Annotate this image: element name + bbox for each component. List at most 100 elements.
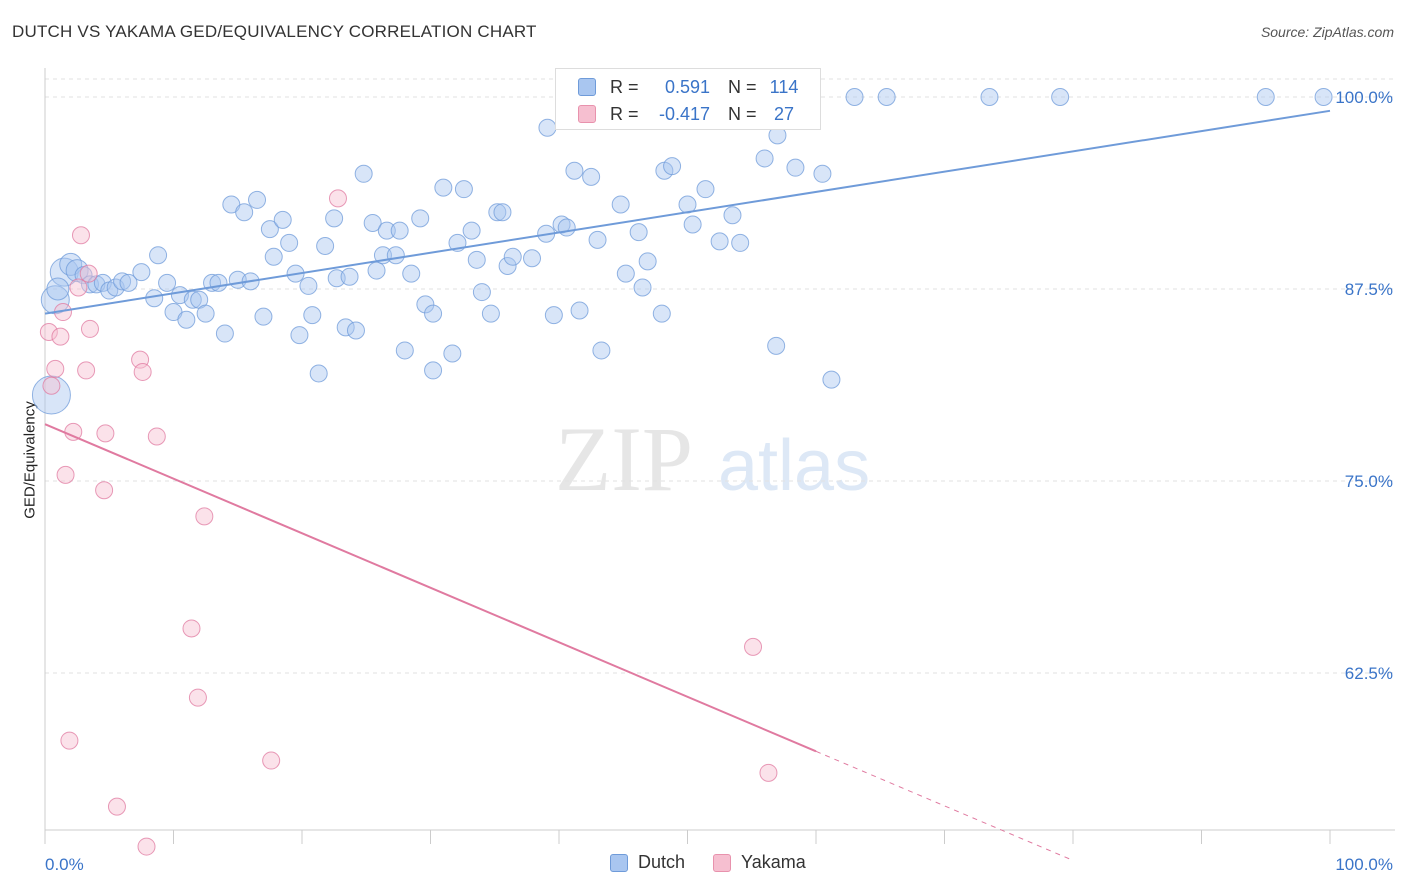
data-point	[188, 688, 207, 707]
data-point	[683, 215, 702, 234]
data-point	[327, 269, 346, 288]
data-point	[309, 364, 328, 383]
data-point	[565, 161, 584, 180]
stats-legend: R = 0.591 N = 114 R = -0.417 N = 27	[555, 68, 821, 130]
data-point	[696, 180, 715, 199]
data-point	[195, 507, 214, 526]
data-point	[731, 233, 750, 252]
data-point	[56, 465, 75, 484]
data-point	[443, 344, 462, 363]
y-tick-label: 75.0%	[1345, 472, 1393, 491]
data-point	[280, 233, 299, 252]
y-tick-label: 100.0%	[1335, 88, 1393, 107]
trend-line	[44, 423, 817, 753]
trend-line	[44, 109, 1331, 315]
data-point	[95, 481, 114, 500]
stats-n-label: N =	[728, 76, 757, 97]
data-point	[980, 88, 999, 106]
data-point	[336, 318, 355, 337]
data-point	[652, 304, 671, 323]
data-point	[299, 276, 318, 295]
data-point	[46, 359, 65, 378]
data-point	[467, 250, 486, 269]
x-tick-label: 100.0%	[1335, 855, 1393, 874]
data-point	[557, 218, 576, 237]
data-point	[77, 361, 96, 380]
data-point	[454, 180, 473, 199]
data-point	[354, 164, 373, 183]
data-point	[147, 427, 166, 446]
data-point	[262, 751, 281, 770]
data-point	[215, 324, 234, 343]
legend-swatch-dutch	[610, 853, 628, 872]
data-point	[544, 306, 563, 325]
data-point	[390, 221, 409, 240]
data-point	[273, 210, 292, 229]
data-point	[113, 272, 132, 291]
data-point	[845, 88, 864, 106]
data-point	[710, 232, 729, 251]
data-point	[363, 213, 382, 232]
data-point	[96, 424, 115, 443]
stats-row-dutch: R = 0.591 N = 114	[578, 74, 806, 100]
data-point	[570, 301, 589, 320]
data-point	[813, 164, 832, 183]
data-point	[759, 763, 778, 782]
stats-r-value: -0.417	[658, 103, 710, 124]
data-point	[386, 246, 405, 265]
legend-item-yakama[interactable]: Yakama	[713, 852, 806, 873]
chart-legend: Dutch Yakama	[610, 852, 834, 873]
data-point	[119, 273, 138, 292]
data-point	[158, 273, 177, 292]
data-point	[434, 178, 453, 197]
data-point	[290, 326, 309, 345]
data-point	[538, 118, 557, 137]
data-point	[325, 209, 344, 228]
data-point	[488, 203, 507, 222]
data-point	[80, 319, 99, 338]
data-point	[177, 310, 196, 329]
data-point	[723, 206, 742, 225]
data-point	[822, 370, 841, 389]
data-point	[39, 323, 58, 342]
data-point	[493, 203, 512, 222]
data-point	[42, 376, 61, 395]
stats-n-value: 27	[773, 103, 795, 124]
y-tick-label: 62.5%	[1345, 664, 1393, 683]
data-point	[254, 307, 273, 326]
data-point	[133, 362, 152, 381]
trend-line-extension	[815, 750, 1074, 861]
data-point	[79, 264, 98, 283]
data-point	[1256, 88, 1275, 106]
data-point	[209, 273, 228, 292]
data-point	[498, 256, 517, 275]
data-point	[611, 195, 630, 214]
data-point	[69, 278, 88, 297]
data-point	[402, 264, 421, 283]
stats-n-value: 114	[769, 76, 799, 97]
stats-r-label: R =	[610, 76, 639, 97]
data-point	[60, 731, 79, 750]
data-point	[582, 167, 601, 186]
data-point	[638, 252, 657, 271]
stats-r-label: R =	[610, 103, 639, 124]
data-point	[149, 246, 168, 265]
data-point	[328, 189, 347, 208]
data-point	[377, 221, 396, 240]
data-point	[592, 341, 611, 360]
data-point	[182, 619, 201, 638]
data-point	[755, 149, 774, 168]
x-tick-label: 0.0%	[45, 855, 84, 874]
data-point	[767, 336, 786, 355]
data-point	[395, 341, 414, 360]
data-point	[588, 230, 607, 249]
source-label: Source: ZipAtlas.com	[1260, 24, 1394, 40]
stats-swatch-yakama	[578, 105, 596, 123]
data-point	[786, 158, 805, 177]
data-point	[107, 797, 126, 816]
data-point	[196, 304, 215, 323]
data-point	[877, 88, 896, 106]
data-point	[629, 223, 648, 242]
legend-item-dutch[interactable]: Dutch	[610, 852, 685, 873]
data-point	[235, 203, 254, 222]
